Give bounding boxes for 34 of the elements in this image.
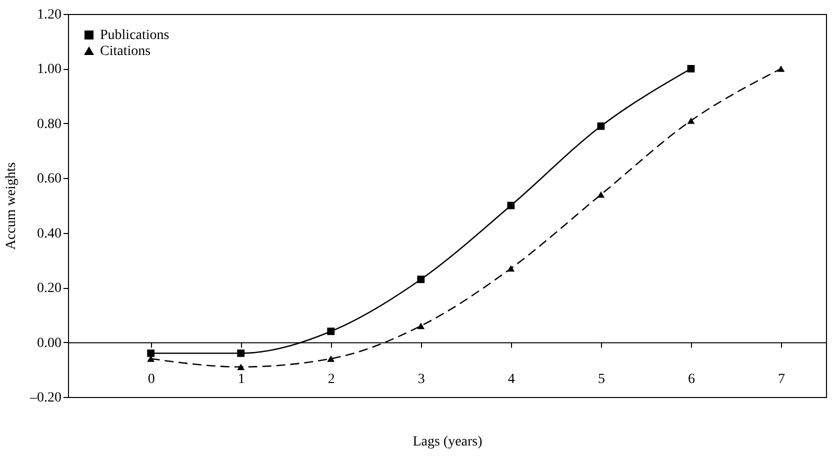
y-axis-title: Accum weights bbox=[4, 162, 19, 250]
x-tick-label: 7 bbox=[778, 372, 785, 387]
point bbox=[687, 117, 695, 124]
x-axis-title: Lags (years) bbox=[412, 434, 483, 450]
point bbox=[417, 276, 425, 284]
point bbox=[597, 191, 605, 198]
x-tick-label: 2 bbox=[328, 372, 335, 387]
y-tick-label: 0.00 bbox=[37, 336, 62, 351]
point bbox=[597, 122, 605, 130]
x-tick-label: 1 bbox=[238, 372, 245, 387]
point bbox=[237, 364, 245, 370]
point bbox=[687, 65, 695, 72]
y-tick-label: –0.20 bbox=[29, 390, 62, 406]
point bbox=[327, 355, 335, 362]
x-tick-label: 0 bbox=[148, 372, 155, 387]
x-tick-label: 6 bbox=[688, 372, 695, 387]
x-tick-label: 5 bbox=[598, 372, 605, 387]
x-tick-label: 4 bbox=[508, 372, 515, 387]
point bbox=[237, 350, 245, 357]
legend-label: Citations bbox=[100, 44, 151, 59]
point bbox=[507, 265, 515, 272]
point bbox=[417, 322, 425, 330]
point bbox=[777, 66, 785, 72]
y-tick-label: 1.00 bbox=[37, 62, 62, 78]
point bbox=[147, 350, 155, 357]
y-tick-label: 0.80 bbox=[37, 116, 62, 132]
point bbox=[327, 328, 335, 336]
legend-label: Publications bbox=[100, 28, 170, 43]
y-tick-label: 1.20 bbox=[37, 8, 62, 22]
y-tick-label: 0.40 bbox=[37, 226, 62, 242]
y-tick-label: 0.20 bbox=[37, 281, 62, 296]
x-tick-label: 3 bbox=[418, 372, 425, 387]
point bbox=[507, 202, 515, 210]
y-tick-label: 0.60 bbox=[37, 172, 62, 187]
